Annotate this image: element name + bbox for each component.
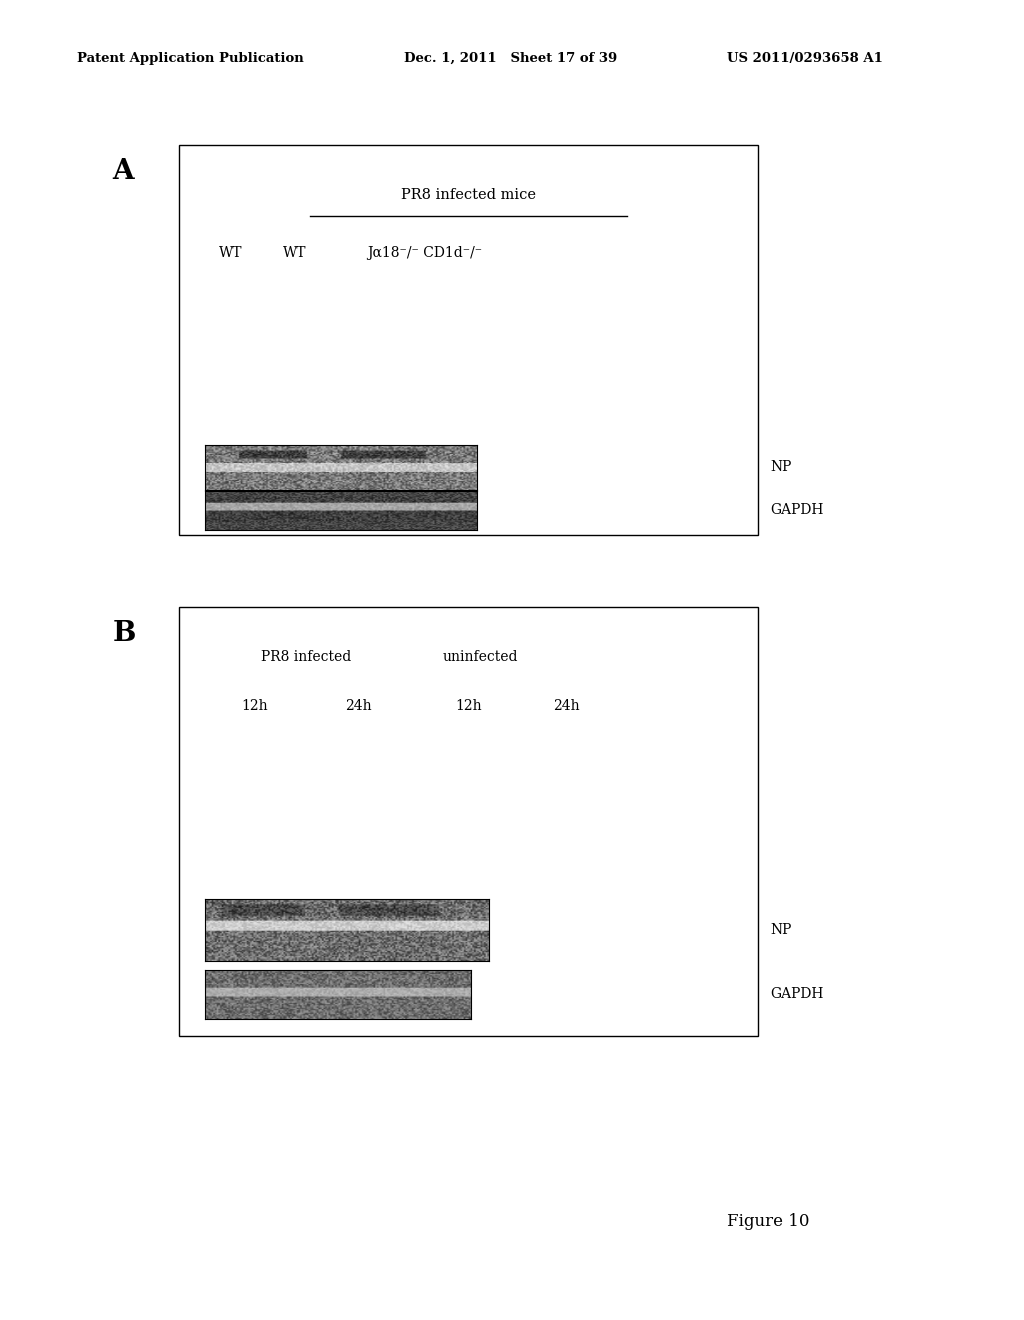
Text: B: B — [113, 620, 136, 647]
Bar — [179, 607, 758, 1036]
Text: uninfected: uninfected — [442, 651, 518, 664]
Text: PR8 infected mice: PR8 infected mice — [401, 189, 536, 202]
Text: NP: NP — [770, 461, 792, 474]
Text: Jα18⁻/⁻ CD1d⁻/⁻: Jα18⁻/⁻ CD1d⁻/⁻ — [368, 247, 482, 260]
Text: PR8 infected: PR8 infected — [261, 651, 351, 664]
Text: 12h: 12h — [241, 700, 267, 713]
Text: Figure 10: Figure 10 — [727, 1213, 810, 1229]
Text: GAPDH: GAPDH — [770, 503, 823, 517]
Text: 24h: 24h — [345, 700, 372, 713]
Text: A: A — [113, 158, 134, 185]
Text: Dec. 1, 2011   Sheet 17 of 39: Dec. 1, 2011 Sheet 17 of 39 — [404, 51, 617, 65]
Text: NP: NP — [770, 923, 792, 937]
Text: WT: WT — [219, 247, 242, 260]
Text: 12h: 12h — [455, 700, 482, 713]
Text: Patent Application Publication: Patent Application Publication — [77, 51, 303, 65]
Text: 24h: 24h — [554, 700, 581, 713]
Text: US 2011/0293658 A1: US 2011/0293658 A1 — [727, 51, 883, 65]
Text: WT: WT — [284, 247, 306, 260]
Text: GAPDH: GAPDH — [770, 987, 823, 1002]
Bar — [179, 145, 758, 535]
